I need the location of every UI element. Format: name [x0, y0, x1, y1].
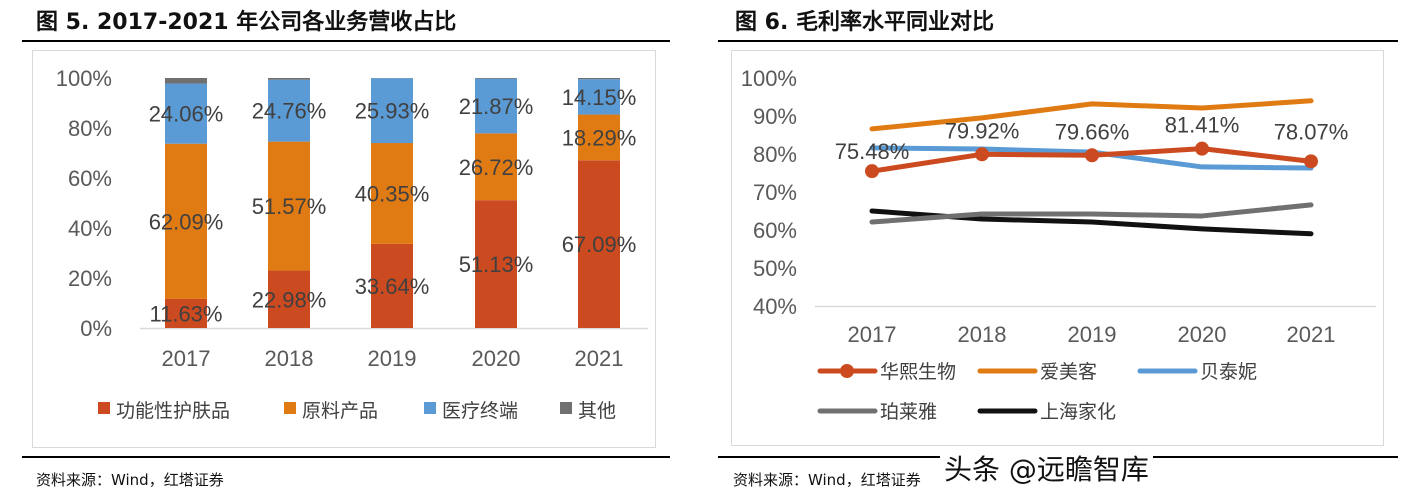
data-point [1304, 154, 1318, 169]
left-source: 资料来源：Wind，红塔证券 [36, 471, 224, 489]
data-label: 40.35% [355, 181, 430, 206]
bar-segment [475, 200, 517, 328]
bar-segment [268, 141, 310, 271]
data-label: 75.48% [835, 139, 910, 164]
legend-label: 贝泰妮 [1200, 361, 1257, 383]
data-label: 81.41% [1165, 113, 1240, 138]
legend-swatch [560, 402, 572, 414]
data-label: 11.63% [150, 301, 223, 326]
legend-label: 珀莱雅 [880, 401, 937, 423]
data-label: 26.72% [459, 155, 534, 180]
y-tick-label: 60% [68, 166, 112, 191]
x-tick-label: 2019 [1068, 322, 1117, 347]
bar-segment [268, 270, 310, 328]
bar-segment [371, 143, 413, 244]
legend-label: 爱美客 [1040, 361, 1097, 383]
legend-swatch [98, 402, 110, 414]
legend-marker [840, 364, 854, 378]
bar-segment [475, 78, 517, 79]
left-chart-frame [32, 50, 656, 448]
bar-segment [165, 298, 207, 328]
data-label: 24.76% [252, 99, 327, 124]
legend-label: 华熙生物 [880, 361, 956, 383]
data-label: 51.57% [252, 194, 327, 219]
data-point [1085, 148, 1099, 163]
y-tick-label: 100% [56, 66, 112, 91]
x-tick-label: 2021 [575, 346, 624, 371]
y-tick-label: 20% [68, 266, 112, 291]
legend-label: 其他 [578, 400, 616, 422]
y-tick-label: 60% [753, 218, 797, 243]
data-label: 22.98% [252, 287, 327, 312]
right-title-rule [718, 40, 1398, 42]
data-label: 67.09% [562, 232, 637, 257]
legend-label: 上海家化 [1040, 401, 1116, 423]
y-tick-label: 100% [741, 66, 797, 91]
left-bottom-rule [22, 456, 670, 458]
x-tick-label: 2017 [162, 346, 211, 371]
legend-swatch [284, 402, 296, 414]
bar-segment [165, 78, 207, 84]
bar-segment [371, 243, 413, 328]
bar-segment [578, 79, 620, 115]
bar-segment [578, 114, 620, 161]
y-tick-label: 50% [753, 256, 797, 281]
data-point [1195, 141, 1209, 156]
data-label: 21.87% [459, 94, 534, 119]
data-label: 14.15% [562, 85, 637, 110]
data-label: 33.64% [355, 274, 430, 299]
y-tick-label: 80% [68, 116, 112, 141]
y-tick-label: 80% [753, 142, 797, 167]
bar-segment [268, 78, 310, 80]
series-line [869, 98, 1314, 132]
y-tick-label: 40% [68, 216, 112, 241]
x-tick-label: 2020 [472, 346, 521, 371]
bar-segment [475, 133, 517, 201]
right-chart-title: 图 6. 毛利率水平同业对比 [735, 10, 994, 35]
legend-label: 原料产品 [302, 400, 378, 422]
series-line [869, 202, 1314, 225]
watermark: 头条 @远瞻智库 [940, 448, 1153, 488]
right-chart-frame [731, 50, 1384, 446]
data-label: 79.92% [945, 118, 1020, 143]
y-tick-label: 90% [753, 104, 797, 129]
y-tick-label: 40% [753, 294, 797, 319]
legend-label: 功能性护肤品 [116, 400, 230, 422]
bar-segment [578, 78, 620, 80]
x-tick-label: 2018 [265, 346, 314, 371]
legend-label: 医疗终端 [442, 400, 518, 422]
bar-segment [165, 143, 207, 299]
legend-swatch [424, 402, 436, 414]
bar-segment [578, 160, 620, 328]
data-point [975, 147, 989, 162]
y-tick-label: 0% [80, 316, 112, 341]
x-tick-label: 2021 [1287, 322, 1336, 347]
x-tick-label: 2020 [1178, 322, 1227, 347]
data-label: 51.13% [459, 252, 534, 277]
data-label: 24.06% [149, 102, 224, 127]
data-label: 62.09% [149, 209, 224, 234]
bar-segment [475, 78, 517, 134]
bar-segment [268, 79, 310, 142]
x-tick-label: 2019 [368, 346, 417, 371]
data-label: 25.93% [355, 99, 430, 124]
bar-segment [371, 78, 413, 144]
data-label: 18.29% [562, 125, 637, 150]
data-label: 79.66% [1055, 119, 1130, 144]
y-tick-label: 70% [753, 180, 797, 205]
x-tick-label: 2018 [958, 322, 1007, 347]
x-tick-label: 2017 [848, 322, 897, 347]
left-chart-title: 图 5. 2017-2021 年公司各业务营收占比 [36, 10, 457, 35]
bar-segment [165, 83, 207, 144]
left-title-rule [22, 40, 670, 42]
right-source: 资料来源：Wind，红塔证券 [733, 471, 921, 489]
data-point [865, 164, 879, 179]
data-label: 78.07% [1274, 119, 1349, 144]
